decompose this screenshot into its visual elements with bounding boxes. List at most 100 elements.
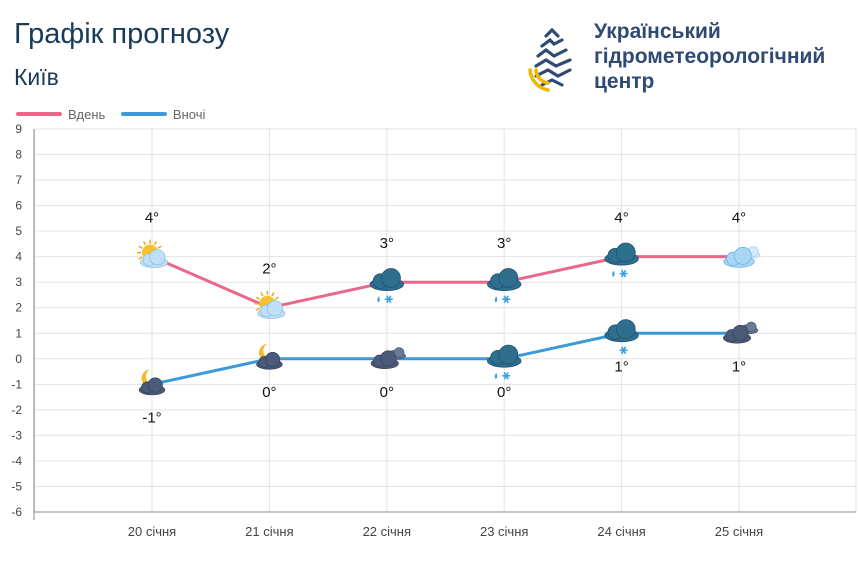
- y-tick-label: -6: [11, 505, 22, 519]
- cloud-part: [733, 246, 752, 265]
- raindrop-part: [377, 296, 380, 303]
- data-label: 0°: [380, 384, 394, 401]
- moon-cloud-icon: [138, 369, 166, 396]
- rain-snow-cloud-icon: [487, 344, 522, 380]
- y-tick-label: 0: [15, 352, 22, 366]
- data-label: 2°: [262, 261, 276, 278]
- y-tick-label: 3: [15, 275, 22, 289]
- cloud-part: [380, 350, 397, 367]
- x-tick-label: 20 січня: [128, 524, 176, 539]
- sun-ray: [255, 296, 260, 300]
- cloud-part: [615, 319, 636, 339]
- snow-cloud-icon: [604, 319, 639, 355]
- org-name-line3: центр: [594, 70, 655, 93]
- x-tick-label: 23 січня: [480, 524, 528, 539]
- sun-ray: [271, 292, 275, 297]
- raindrop-part: [494, 372, 498, 379]
- sun-ray: [153, 241, 158, 246]
- rain-snow-cloud-icon: [369, 268, 404, 304]
- legend-item-day[interactable]: Вдень: [16, 107, 105, 122]
- x-tick-label: 22 січня: [363, 524, 411, 539]
- snowflake-part: [620, 346, 627, 355]
- sun-ray: [138, 256, 143, 260]
- sun-ray: [142, 241, 147, 246]
- y-tick-label: -4: [11, 454, 22, 468]
- data-label: 0°: [262, 384, 276, 401]
- x-tick-label: 24 січня: [597, 524, 645, 539]
- chart-grid: [34, 128, 857, 513]
- series-line-day: [151, 255, 739, 310]
- y-tick-label: 8: [15, 148, 22, 162]
- chart-series: [149, 254, 742, 387]
- data-label: 3°: [497, 235, 511, 252]
- org-name-line1: Український: [594, 20, 721, 43]
- x-tick-label: 21 січня: [245, 524, 293, 539]
- cloud-part: [266, 300, 283, 317]
- city-name: Київ: [14, 64, 59, 90]
- rain-snow-cloud-icon: [487, 268, 522, 304]
- cloud-part: [498, 268, 519, 288]
- cloud-part: [149, 249, 166, 266]
- legend-swatch-day: [16, 112, 62, 116]
- cloud-part: [745, 321, 757, 333]
- ukrhydromet-logo-icon: [528, 22, 574, 92]
- data-label: 4°: [732, 210, 746, 227]
- cloud-part: [147, 377, 163, 393]
- y-tick-label: -5: [11, 479, 22, 493]
- y-axis: 9 8 7 6 5 4 3 2 1 0 -1 -2 -3 -4 -5 -6: [11, 122, 35, 520]
- data-label: -1°: [142, 409, 161, 426]
- legend-label-day: Вдень: [68, 106, 106, 122]
- y-tick-label: 1: [15, 326, 22, 340]
- data-label: 1°: [614, 358, 628, 375]
- sun-ray: [260, 292, 264, 297]
- snowflake-part: [620, 269, 627, 278]
- raindrop-part: [494, 296, 498, 303]
- x-tick-label: 25 січня: [715, 524, 763, 539]
- data-label: 0°: [497, 384, 511, 401]
- overcast-icon: [723, 321, 759, 344]
- series-line-night: [151, 331, 739, 386]
- legend-label-night: Вночі: [172, 106, 206, 122]
- cloudy-icon: [723, 246, 761, 268]
- y-tick-label: -1: [11, 377, 22, 391]
- y-tick-label: 9: [15, 122, 22, 136]
- cloud-part: [264, 351, 281, 368]
- cloud-part: [381, 268, 401, 288]
- sun-cloud-icon: [137, 239, 168, 268]
- y-tick-label: 6: [15, 199, 22, 213]
- cloud-part: [498, 344, 519, 365]
- y-tick-label: 2: [15, 301, 22, 315]
- sun-ray: [138, 245, 143, 249]
- snowflake-part: [503, 371, 509, 380]
- data-label: 4°: [614, 210, 628, 227]
- weather-icons: [137, 239, 761, 396]
- y-tick-label: 4: [15, 250, 22, 264]
- y-tick-label: 7: [15, 173, 22, 187]
- data-label: 1°: [732, 358, 746, 375]
- sun-cloud-icon: [254, 290, 286, 319]
- raindrop-part: [612, 270, 615, 277]
- data-label: 3°: [380, 235, 394, 252]
- x-axis: 20 січня 21 січня 22 січня 23 січня 24 січня…: [34, 511, 856, 539]
- snowflake-part: [503, 295, 509, 304]
- overcast-icon: [370, 347, 407, 369]
- temperature-labels: 4° 2° 3° 3° 4° 4° -1° 0° 0° 0° 1° 1°: [142, 210, 746, 427]
- rain-snow-cloud-icon: [604, 242, 639, 278]
- legend-swatch-night: [120, 112, 167, 116]
- sun-ray: [157, 245, 162, 249]
- moon-cloud-icon: [256, 343, 283, 370]
- chart-title: Графік прогнозу: [14, 18, 230, 50]
- y-tick-label: -2: [11, 403, 22, 417]
- legend-item-night[interactable]: Вночі: [120, 106, 206, 122]
- data-label: 4°: [145, 210, 159, 227]
- sun-ray: [255, 307, 260, 311]
- cloud-part: [615, 242, 636, 263]
- snowflake-part: [386, 295, 392, 304]
- org-name: Український гідрометеорологічний центр: [594, 19, 825, 94]
- cloud-part: [732, 324, 749, 341]
- chart-legend: Вдень Вночі: [16, 104, 217, 122]
- y-tick-label: 5: [15, 224, 22, 238]
- org-name-line2: гідрометеорологічний: [594, 45, 826, 68]
- y-tick-label: -3: [11, 428, 22, 442]
